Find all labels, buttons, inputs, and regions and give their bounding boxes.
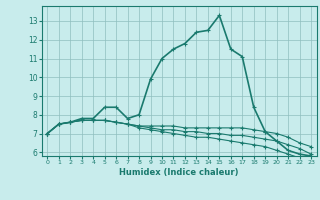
X-axis label: Humidex (Indice chaleur): Humidex (Indice chaleur)	[119, 168, 239, 177]
